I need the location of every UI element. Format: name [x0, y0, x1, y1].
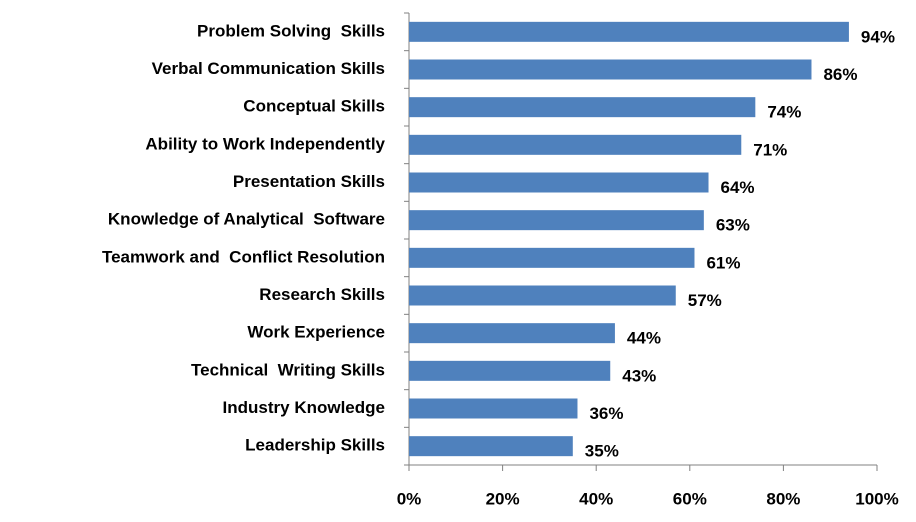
bar	[409, 97, 756, 118]
y-tick-label: Leadership Skills	[245, 436, 385, 455]
bar	[409, 323, 615, 344]
x-tick-label: 80%	[766, 489, 800, 508]
value-label: 36%	[589, 404, 623, 423]
value-label: 64%	[721, 178, 755, 197]
value-label: 61%	[706, 253, 740, 272]
x-tick-label: 20%	[486, 489, 520, 508]
value-label: 35%	[585, 442, 619, 461]
y-tick-label: Problem Solving Skills	[197, 21, 385, 40]
value-label: 43%	[622, 366, 656, 385]
bar	[409, 360, 611, 381]
value-label: 63%	[716, 216, 750, 235]
y-tick-label: Research Skills	[259, 285, 385, 304]
y-tick-label: Technical Writing Skills	[191, 360, 385, 379]
value-label: 57%	[688, 291, 722, 310]
bar	[409, 247, 695, 268]
x-tick-label: 100%	[855, 489, 898, 508]
y-tick-label: Conceptual Skills	[243, 97, 385, 116]
y-tick-label: Presentation Skills	[233, 172, 385, 191]
value-label: 86%	[823, 65, 857, 84]
bar	[409, 285, 676, 306]
value-label: 44%	[627, 329, 661, 348]
bar	[409, 59, 812, 80]
y-tick-label: Verbal Communication Skills	[152, 59, 385, 78]
x-tick-label: 40%	[579, 489, 613, 508]
bar	[409, 210, 704, 231]
y-tick-label: Knowledge of Analytical Software	[108, 210, 385, 229]
bar	[409, 134, 742, 155]
value-label: 94%	[861, 27, 895, 46]
bar	[409, 21, 849, 42]
value-label: 71%	[753, 140, 787, 159]
y-tick-label: Industry Knowledge	[223, 398, 385, 417]
y-tick-label: Ability to Work Independently	[145, 134, 385, 153]
y-tick-label: Teamwork and Conflict Resolution	[102, 247, 385, 266]
bar	[409, 398, 578, 419]
x-tick-label: 60%	[673, 489, 707, 508]
bar	[409, 436, 573, 457]
value-label: 74%	[767, 103, 801, 122]
bar	[409, 172, 709, 193]
y-tick-label: Work Experience	[247, 323, 385, 342]
x-tick-label: 0%	[397, 489, 422, 508]
